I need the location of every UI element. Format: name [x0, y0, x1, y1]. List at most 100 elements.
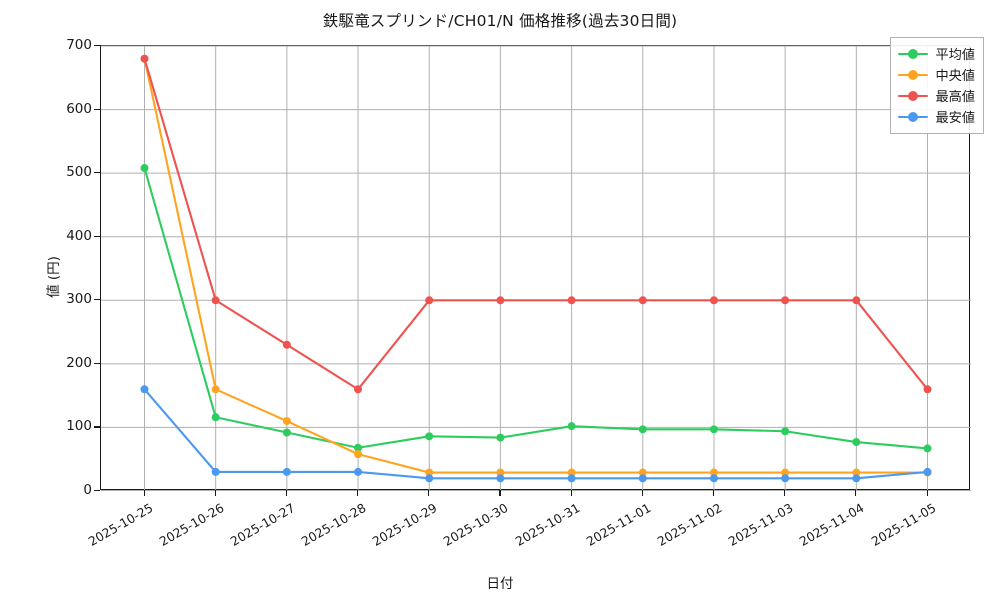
- plot-area: [100, 45, 971, 491]
- data-point: [140, 385, 149, 394]
- series-4: [140, 385, 932, 483]
- legend-item-3[interactable]: 最高値: [898, 85, 975, 106]
- legend-label: 最安値: [935, 111, 975, 126]
- y-tick-mark: [94, 490, 100, 492]
- data-point: [781, 427, 790, 436]
- data-point: [638, 425, 647, 434]
- data-point: [781, 468, 790, 477]
- x-tick-mark: [143, 490, 145, 496]
- data-point: [567, 468, 576, 477]
- data-point: [354, 385, 363, 394]
- legend-marker-icon: [898, 89, 929, 103]
- data-point: [425, 296, 434, 305]
- data-point: [354, 467, 363, 476]
- grid-lines: [101, 45, 971, 491]
- data-point: [638, 468, 647, 477]
- data-point: [425, 432, 434, 441]
- legend-label: 平均値: [935, 48, 975, 63]
- series-line: [143, 167, 929, 450]
- data-point: [852, 474, 861, 483]
- data-point: [709, 468, 718, 477]
- series-2: [140, 54, 932, 477]
- data-point: [496, 468, 505, 477]
- x-tick-mark: [784, 490, 786, 496]
- y-tick-label: 400: [66, 227, 92, 244]
- series-3: [140, 54, 932, 394]
- data-point: [709, 296, 718, 305]
- data-point: [354, 443, 363, 452]
- chart-title: 鉄駆竜スプリンド/CH01/N 価格推移(過去30日間): [322, 12, 678, 30]
- data-point: [709, 425, 718, 434]
- legend-marker-icon: [898, 110, 929, 124]
- data-point: [496, 474, 505, 483]
- data-point: [425, 474, 434, 483]
- x-tick-mark: [214, 490, 216, 496]
- data-series-layer: [140, 54, 932, 483]
- legend-marker-icon: [898, 47, 929, 61]
- y-tick-label: 700: [66, 37, 92, 53]
- y-tick-mark: [94, 426, 100, 428]
- data-point: [140, 54, 149, 63]
- data-point: [638, 474, 647, 483]
- legend-item-2[interactable]: 中央値: [898, 64, 975, 85]
- x-tick-mark: [499, 490, 501, 496]
- x-tick-mark: [855, 490, 857, 496]
- x-tick-mark: [926, 490, 928, 496]
- data-point: [282, 417, 291, 426]
- legend-label: 中央値: [935, 69, 975, 84]
- legend-label: 最高値: [935, 90, 975, 105]
- legend-item-1[interactable]: 平均値: [898, 43, 975, 64]
- y-tick-mark: [94, 172, 100, 174]
- data-point: [567, 474, 576, 483]
- x-tick-mark: [285, 490, 287, 496]
- data-point: [496, 296, 505, 305]
- data-point: [354, 450, 363, 459]
- y-tick-mark: [94, 235, 100, 237]
- data-point: [140, 164, 149, 173]
- x-tick-mark: [357, 490, 359, 496]
- data-point: [923, 444, 932, 453]
- data-point: [852, 468, 861, 477]
- data-point: [923, 385, 932, 394]
- y-axis-tick-labels: 0 100 200 300 400 500 600 700: [30, 37, 92, 498]
- legend-marker-icon: [898, 68, 929, 82]
- data-point: [852, 296, 861, 305]
- y-tick-label: 500: [66, 164, 92, 181]
- y-tick-label: 100: [66, 418, 92, 435]
- y-tick-label: 200: [66, 354, 92, 371]
- series-1: [140, 164, 932, 453]
- chart-legend: 平均値中央値最高値最安値: [890, 37, 984, 134]
- data-point: [211, 413, 220, 422]
- series-line: [143, 388, 929, 480]
- x-tick-mark: [641, 490, 643, 496]
- data-point: [282, 467, 291, 476]
- y-tick-label: 0: [83, 482, 92, 498]
- data-point: [282, 428, 291, 437]
- data-point: [567, 422, 576, 431]
- data-point: [425, 468, 434, 477]
- data-point: [211, 467, 220, 476]
- x-axis-label: 日付: [486, 576, 514, 592]
- y-tick-label: 300: [66, 291, 92, 308]
- data-point: [638, 296, 647, 305]
- y-tick-mark: [94, 45, 100, 47]
- series-line: [143, 57, 929, 391]
- data-point: [781, 296, 790, 305]
- data-point: [781, 474, 790, 483]
- data-point: [923, 467, 932, 476]
- data-point: [282, 340, 291, 349]
- y-tick-mark: [94, 108, 100, 110]
- data-point: [211, 385, 220, 394]
- y-tick-mark: [94, 362, 100, 364]
- data-point: [567, 296, 576, 305]
- x-tick-mark: [570, 490, 572, 496]
- data-point: [852, 438, 861, 447]
- data-point: [496, 433, 505, 442]
- data-point: [211, 296, 220, 305]
- legend-item-4[interactable]: 最安値: [898, 106, 975, 127]
- series-line: [143, 57, 929, 474]
- y-tick-label: 600: [66, 100, 92, 117]
- x-tick-mark: [712, 490, 715, 496]
- x-tick-mark: [428, 490, 430, 496]
